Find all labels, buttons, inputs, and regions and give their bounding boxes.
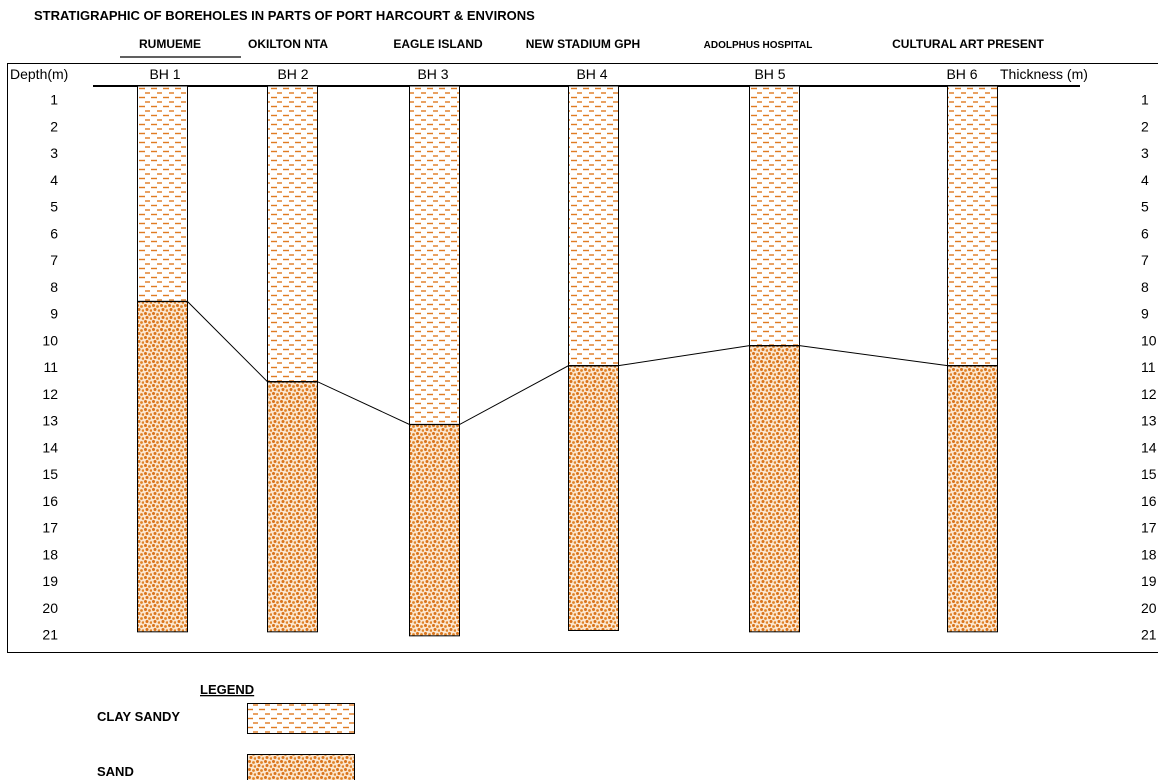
clay-sandy-layer [267,85,318,383]
thickness-tick: 16 [1141,493,1157,509]
legend-swatch-clay-sandy [247,703,355,734]
borehole-columns [137,85,998,637]
thickness-tick: 17 [1141,520,1157,536]
depth-tick: 21 [42,627,58,643]
borehole-id: BH 2 [277,66,308,82]
thickness-tick: 14 [1141,439,1157,455]
borehole-location: RUMUEME [139,37,201,51]
borehole-id: BH 1 [149,66,180,82]
borehole-column [749,85,800,633]
depth-tick: 10 [42,332,58,348]
borehole-id-labels: BH 1 BH 2 BH 3 BH 4 BH 5 BH 6 [149,66,977,82]
thickness-tick: 10 [1141,332,1157,348]
clay-sandy-layer [947,85,998,367]
borehole-id: BH 3 [417,66,448,82]
borehole-location: CULTURAL ART PRESENT [892,37,1044,51]
location-labels: RUMUEME OKILTON NTA EAGLE ISLAND NEW STADIU… [139,37,1045,51]
legend-label-clay-sandy: CLAY SANDY [97,709,180,724]
sand-layer [137,300,188,633]
clay-sandy-layer [137,85,188,302]
thickness-tick: 18 [1141,546,1157,562]
thickness-tick: 5 [1141,199,1149,215]
depth-tick: 9 [50,306,58,322]
depth-tick: 2 [50,118,58,134]
depth-tick: 5 [50,199,58,215]
borehole-id: BH 5 [754,66,785,82]
depth-tick: 1 [50,92,58,108]
legend-swatch-sand [247,754,355,780]
depth-header: Depth(m) [10,66,68,82]
depth-tick: 6 [50,225,58,241]
thickness-tick: 21 [1141,627,1157,643]
borehole-id: BH 4 [576,66,607,82]
borehole-location: EAGLE ISLAND [393,37,483,51]
sand-layer [568,365,619,631]
thickness-tick: 4 [1141,172,1149,188]
sand-layer [749,345,800,633]
thickness-tick: 1 [1141,92,1149,108]
thickness-tick: 11 [1141,359,1156,375]
thickness-tick: 20 [1141,600,1157,616]
depth-tick: 19 [42,573,58,589]
legend-label-sand: SAND [97,764,134,779]
borehole-column [267,85,318,633]
thickness-tick: 15 [1141,466,1157,482]
diagram-title: STRATIGRAPHIC OF BOREHOLES IN PARTS OF P… [34,8,535,23]
thickness-tick: 2 [1141,118,1149,134]
sand-layer [267,381,318,633]
borehole-location: NEW STADIUM GPH [526,37,640,51]
depth-tick: 16 [42,493,58,509]
clay-sandy-layer [409,85,460,426]
depth-tick: 14 [42,439,58,455]
depth-tick: 11 [43,359,58,375]
legend-title: LEGEND [200,682,254,697]
depth-tick: 4 [50,172,58,188]
depth-tick: 18 [42,546,58,562]
clay-sandy-layer [568,85,619,367]
depth-tick: 7 [50,252,58,268]
depth-tick: 17 [42,520,58,536]
depth-tick: 13 [42,413,58,429]
correlation-line [187,301,948,426]
borehole-id: BH 6 [946,66,977,82]
depth-tick: 20 [42,600,58,616]
thickness-tick: 7 [1141,252,1149,268]
table-frame [7,63,1158,653]
borehole-location: ADOLPHUS HOSPITAL [704,40,813,51]
depth-tick: 15 [42,466,58,482]
thickness-header: Thickness (m) [1000,66,1088,82]
borehole-column [568,85,619,631]
thickness-tick: 12 [1141,386,1157,402]
thickness-tick: 3 [1141,145,1149,161]
depth-tick: 8 [50,279,58,295]
depth-tick: 12 [42,386,58,402]
thickness-tick: 9 [1141,306,1149,322]
clay-sandy-layer [749,85,800,347]
borehole-location: OKILTON NTA [248,37,328,51]
thickness-tick: 19 [1141,573,1157,589]
borehole-column [947,85,998,633]
sand-layer [947,365,998,633]
sand-layer [409,424,460,637]
depth-tick: 3 [50,145,58,161]
thickness-tick: 8 [1141,279,1149,295]
thickness-tick: 13 [1141,413,1157,429]
borehole-column [409,85,460,637]
borehole-column [137,85,188,633]
thickness-tick: 6 [1141,225,1149,241]
